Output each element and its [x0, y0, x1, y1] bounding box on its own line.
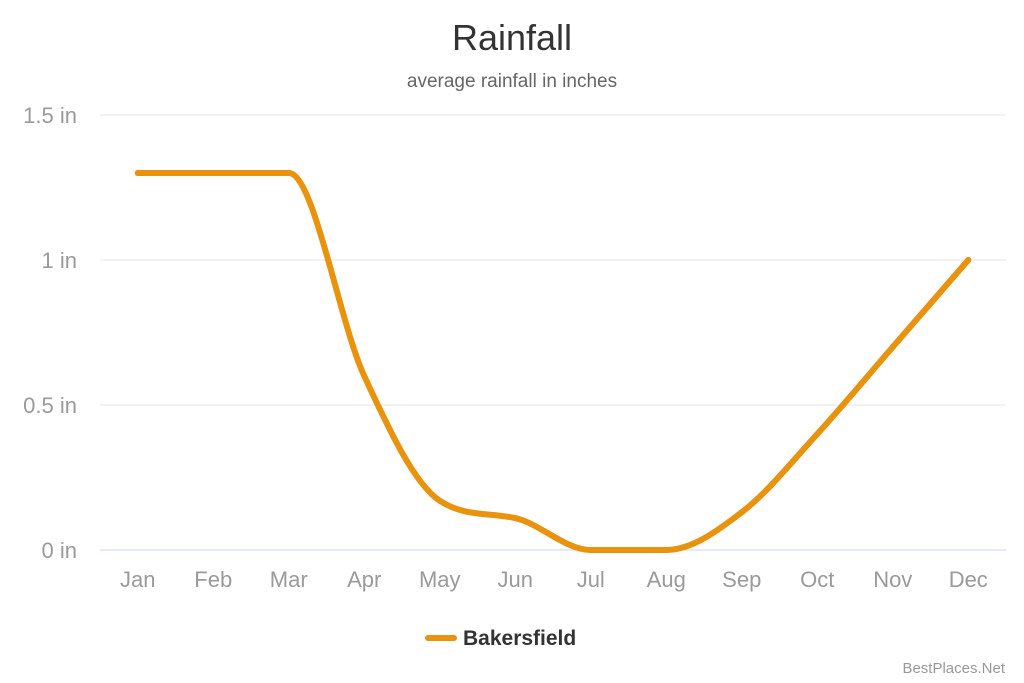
data-point[interactable]: [361, 373, 368, 379]
x-tick-label: Dec: [949, 567, 988, 592]
chart-subtitle: average rainfall in inches: [407, 71, 617, 92]
x-tick-label: Jul: [577, 567, 605, 592]
series-line-bakersfield[interactable]: [134, 169, 972, 554]
y-tick-label: 1.5 in: [23, 103, 77, 128]
data-point[interactable]: [134, 170, 141, 176]
x-tick-label: Feb: [194, 567, 232, 592]
series-layer: [134, 169, 972, 554]
x-tick-label: May: [419, 567, 461, 592]
y-axis-ticks: 0 in 0.5 in 1 in 1.5 in: [23, 103, 77, 563]
data-point[interactable]: [889, 344, 896, 350]
y-tick-label: 0 in: [42, 538, 77, 563]
data-point[interactable]: [436, 497, 443, 504]
data-point[interactable]: [512, 515, 519, 522]
x-tick-label: Jun: [498, 567, 533, 592]
x-tick-label: Nov: [873, 567, 912, 592]
data-point[interactable]: [210, 170, 217, 176]
data-point[interactable]: [965, 257, 972, 263]
y-tick-label: 0.5 in: [23, 393, 77, 418]
credit-text: BestPlaces.Net: [902, 660, 1005, 677]
grid-lines: [100, 114, 1006, 551]
chart-title: Rainfall: [452, 17, 572, 58]
x-tick-label: Sep: [722, 567, 761, 592]
x-axis-ticks: Jan Feb Mar Apr May Jun Jul Aug Sep Oct Nov Dec: [120, 567, 988, 592]
x-tick-label: Jan: [120, 567, 155, 592]
legend[interactable]: Bakersfield: [425, 627, 576, 650]
x-tick-label: Apr: [347, 567, 381, 592]
data-point[interactable]: [587, 547, 594, 553]
x-tick-label: Aug: [647, 567, 686, 592]
data-point[interactable]: [285, 170, 292, 176]
legend-label-bakersfield[interactable]: Bakersfield: [463, 627, 576, 650]
data-point[interactable]: [814, 431, 821, 437]
data-point[interactable]: [663, 547, 670, 553]
y-tick-label: 1 in: [42, 248, 77, 273]
x-tick-label: Oct: [800, 567, 834, 592]
x-tick-label: Mar: [270, 567, 308, 592]
data-point[interactable]: [738, 509, 745, 516]
